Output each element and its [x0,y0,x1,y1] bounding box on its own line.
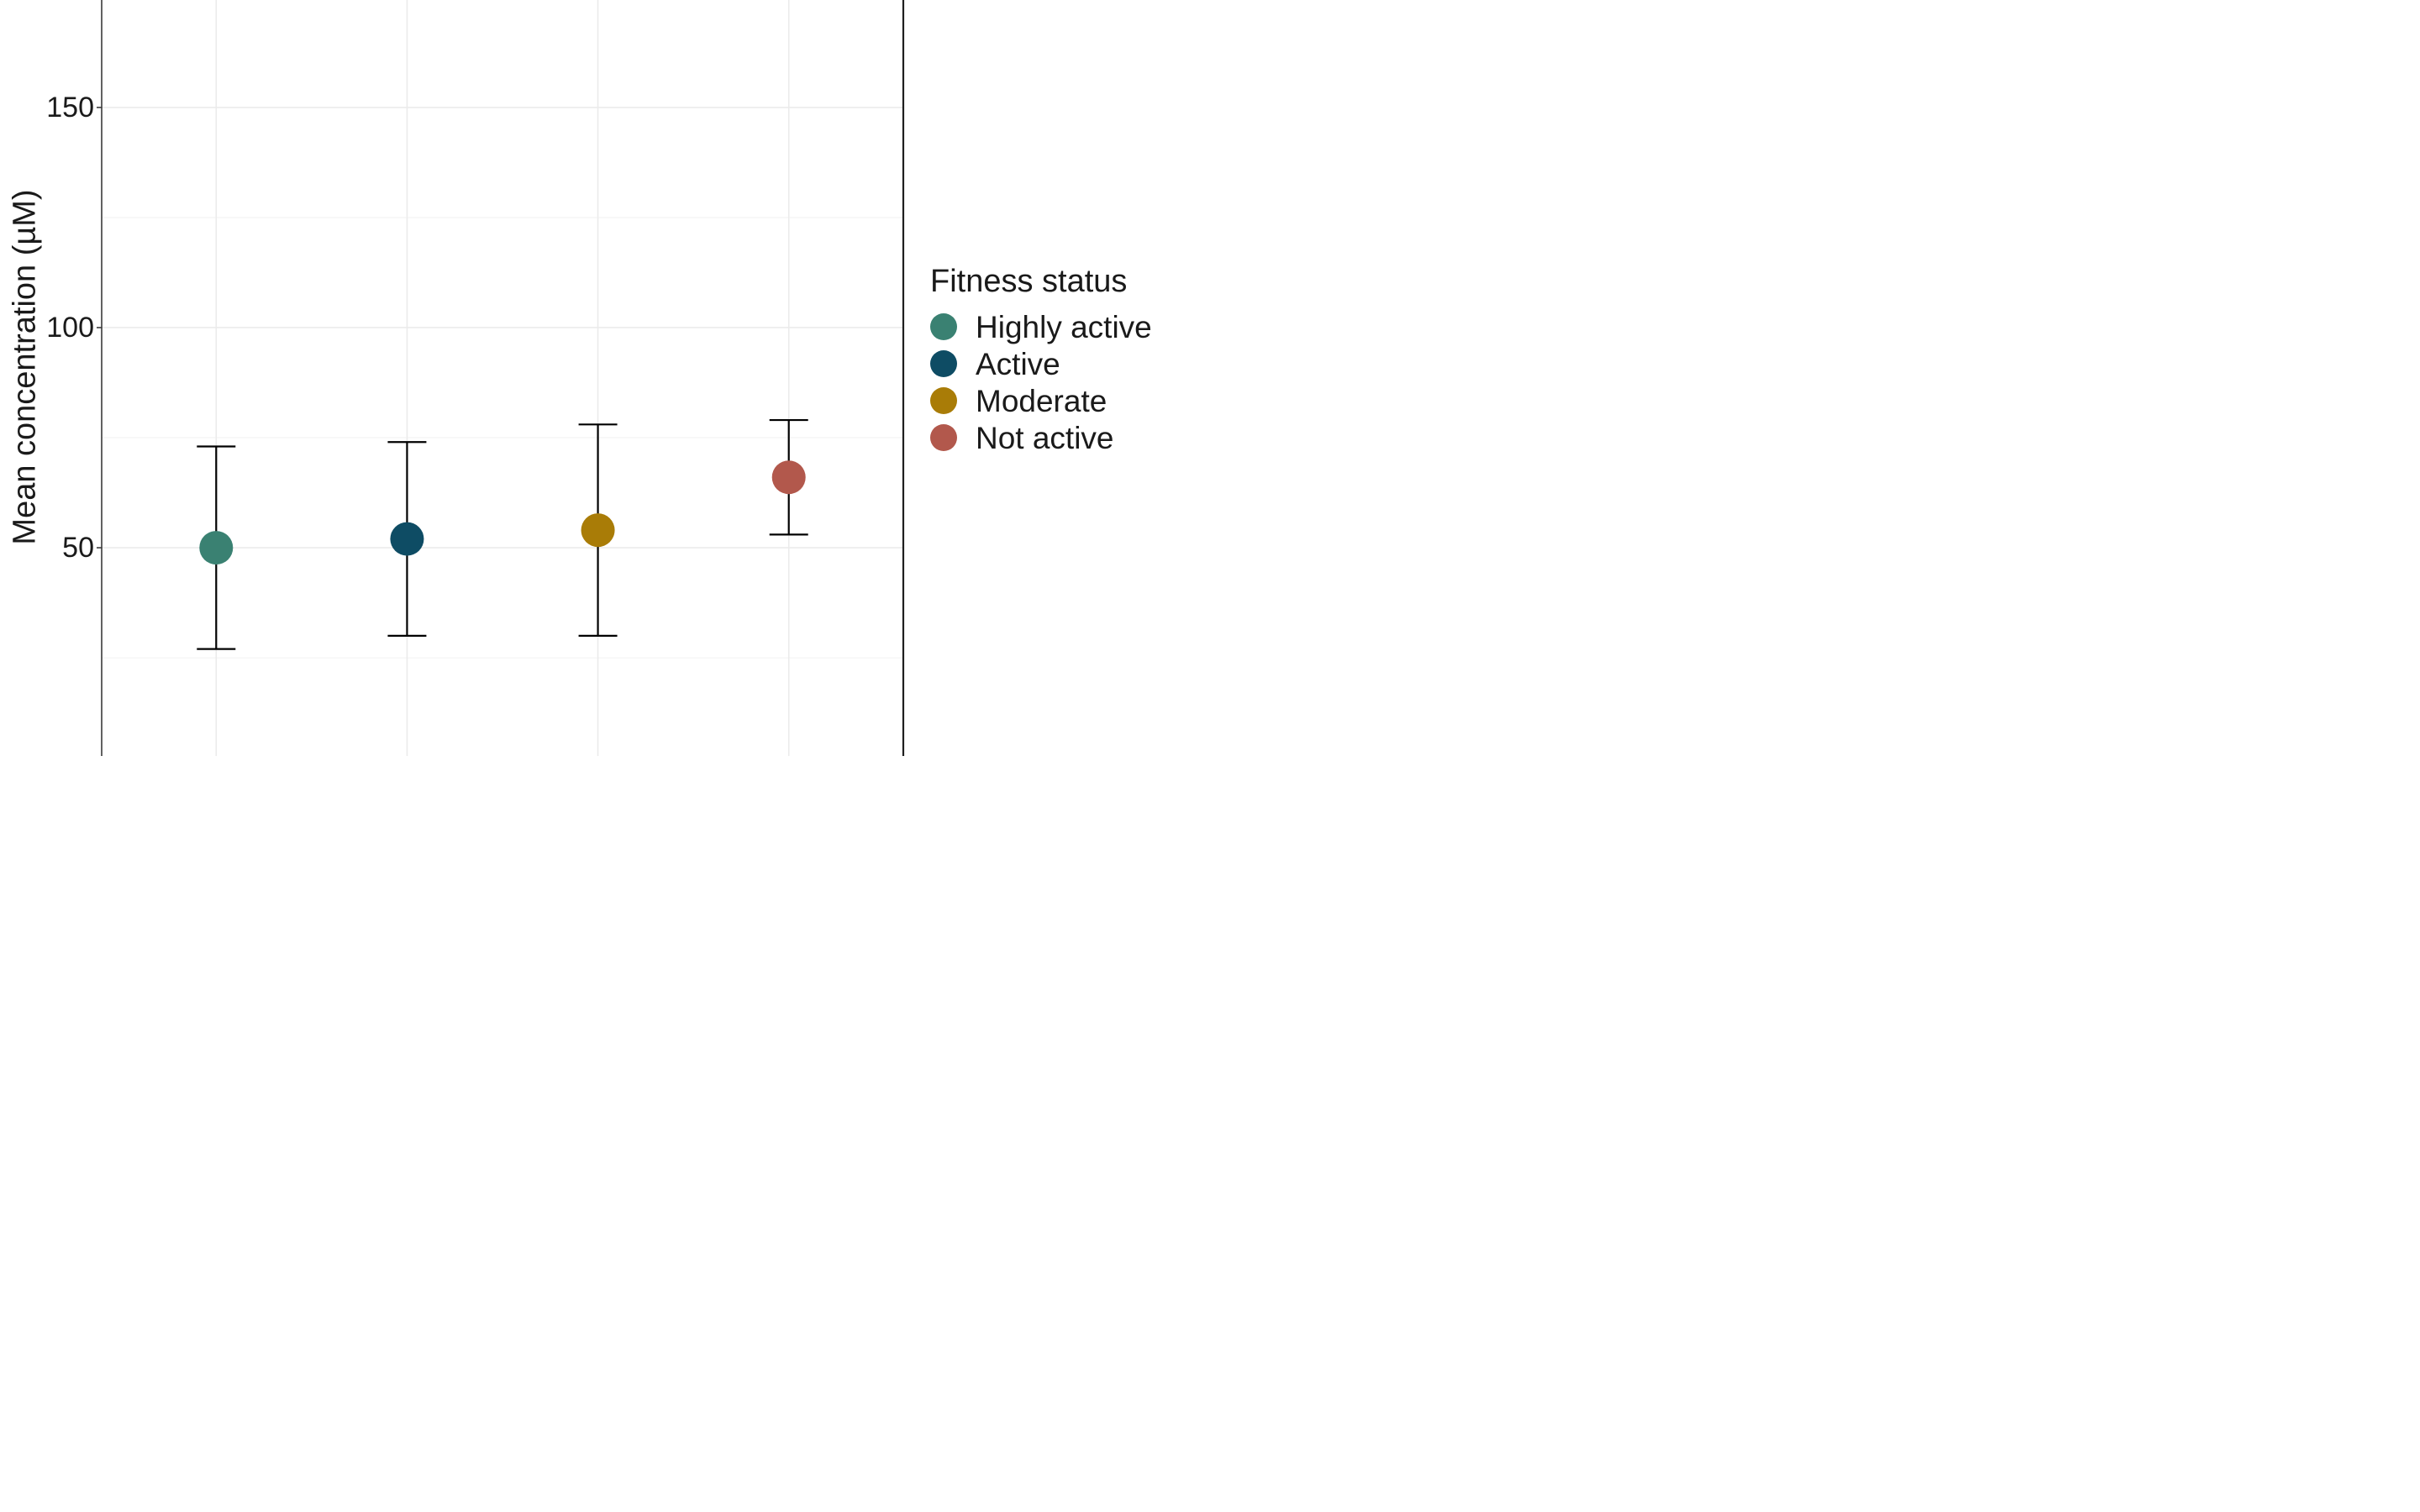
y-axis-title: Mean concentration (µM) [7,189,43,545]
legend-item-label: Active [976,346,1060,381]
legend-item-label: Not active [976,420,1114,455]
legend-key-circle-icon [930,350,957,377]
legend-key-circle-icon [930,313,957,340]
point-active [390,522,424,556]
legend-item-label: Moderate [976,383,1107,418]
legend-key-circle-icon [930,387,957,414]
legend-title: Fitness status [930,264,1128,299]
legend-item-label: Highly active [976,309,1152,344]
y-tick-label-100: 100 [46,311,94,344]
y-tick-label-150: 150 [46,91,94,123]
chart-figure: 150 100 50 Mean concentration (µM) Fitne… [0,0,1210,756]
legend-item-moderate: Moderate [930,382,1152,419]
legend-key-circle-icon [930,424,957,451]
legend: Fitness status Highly active Active Mode… [930,264,1152,456]
plot-area [97,0,905,756]
point-highly-active [199,531,234,565]
legend-item-not-active: Not active [930,419,1152,456]
y-tick-label-50: 50 [62,532,94,564]
point-moderate [581,513,615,548]
legend-item-active: Active [930,345,1152,382]
legend-item-highly-active: Highly active [930,308,1152,345]
point-not-active [771,460,806,495]
